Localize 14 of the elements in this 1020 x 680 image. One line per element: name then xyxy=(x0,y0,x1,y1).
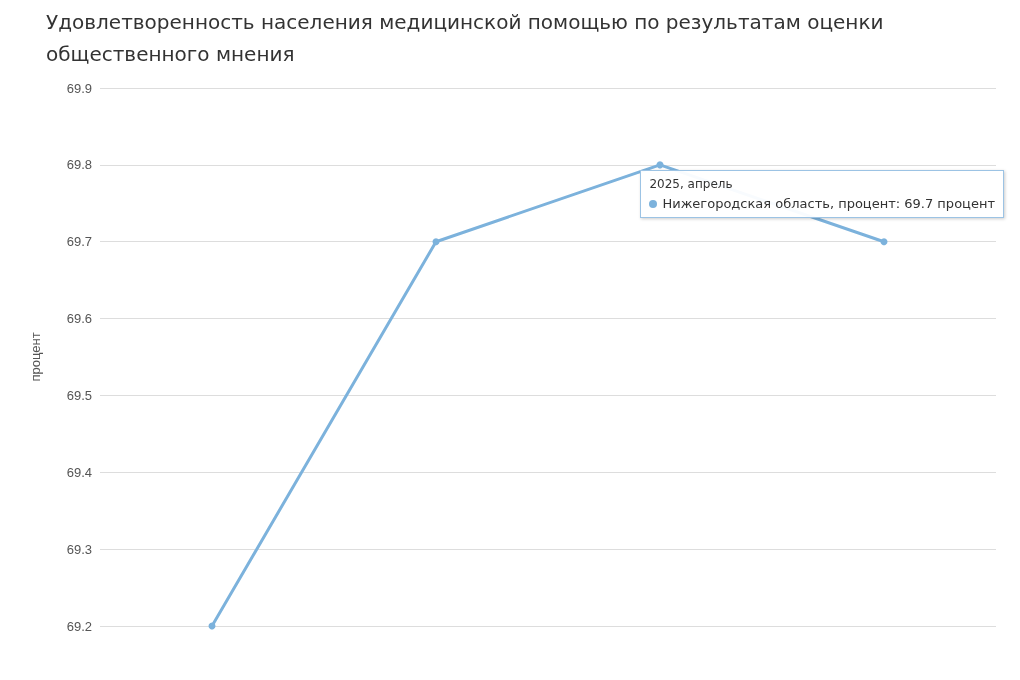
y-tick-label: 69.6 xyxy=(66,311,92,327)
annotation: Нижегородская область, процент: 69.7 процент xyxy=(662,195,995,211)
annotation: 2025, апрель xyxy=(649,176,734,191)
y-tick-label: 69.7 xyxy=(66,234,92,250)
point xyxy=(880,238,888,246)
y-tick-label: 69.8 xyxy=(66,157,92,173)
chart-title: Удовлетворенность населения медицинской помощью по результатам оценки общественного мнения xyxy=(46,9,885,68)
y-tick-label: 69.4 xyxy=(66,464,92,480)
y-axis-title: процент xyxy=(28,332,43,382)
y-tick-label: 69.5 xyxy=(66,387,92,403)
point xyxy=(432,238,440,246)
y-tick-label: 69.3 xyxy=(66,541,92,557)
y-tick-label: 69.9 xyxy=(66,80,92,96)
y-tick-label: 69.2 xyxy=(66,618,92,634)
